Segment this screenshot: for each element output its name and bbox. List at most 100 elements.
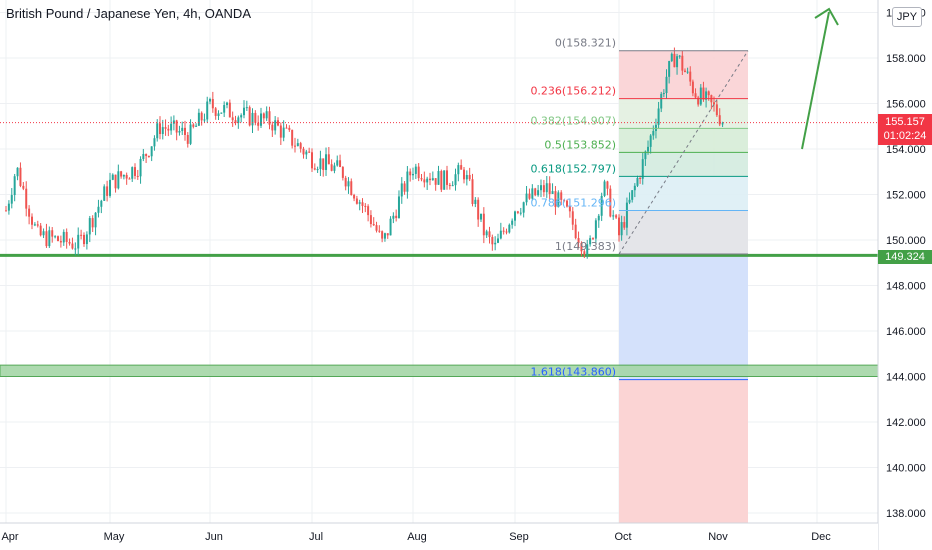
candle-body — [45, 231, 48, 247]
candle-body — [571, 211, 574, 225]
candle-body — [319, 158, 322, 170]
candle-body — [502, 230, 505, 232]
candle-body — [336, 160, 339, 166]
candle-body — [106, 186, 109, 196]
candle-body — [228, 102, 231, 118]
candle-body — [397, 196, 400, 219]
price-tick-label: 148.000 — [886, 281, 926, 293]
candle-body — [597, 215, 600, 221]
candle-body — [443, 170, 446, 190]
candle-body — [429, 178, 431, 181]
candle-body — [206, 101, 209, 120]
time-tick-label: Jul — [309, 531, 323, 543]
candle-body — [631, 190, 634, 200]
price-tick-label: 144.000 — [886, 372, 926, 384]
fib-level-label: 1.618(143.860) — [530, 366, 616, 379]
candle-body — [412, 173, 414, 176]
candle-body — [718, 115, 721, 125]
candle-body — [170, 123, 173, 131]
candle-body — [97, 206, 100, 213]
candle-body — [150, 146, 153, 157]
candle-body — [665, 76, 668, 94]
price-scale[interactable]: 160.000158.000156.000154.000152.000150.0… — [877, 0, 932, 550]
candle-body — [109, 179, 111, 196]
candle-body — [528, 193, 531, 199]
fib-level-label: 0(158.321) — [555, 37, 616, 50]
candle-body — [231, 117, 234, 121]
candle-body — [103, 186, 106, 201]
candle-body — [420, 178, 423, 180]
candle-body — [580, 242, 583, 252]
price-tick-label: 158.000 — [886, 53, 926, 65]
price-tick-label: 150.000 — [886, 235, 926, 247]
candle-body — [248, 107, 251, 126]
candle-body — [302, 148, 305, 155]
candlestick-series — [5, 47, 724, 259]
candle-body — [592, 238, 594, 240]
candle-body — [673, 53, 676, 68]
candle-body — [68, 241, 71, 244]
candle-body — [600, 195, 603, 216]
candle-body — [122, 174, 125, 177]
candle-body — [660, 93, 663, 109]
candle-body — [80, 234, 83, 236]
candle-body — [128, 178, 131, 180]
candle-body — [22, 185, 25, 189]
candle-body — [557, 192, 560, 208]
candle-body — [277, 120, 279, 126]
candle-body — [519, 212, 522, 214]
current-price-value: 155.157 — [885, 116, 925, 128]
candle-body — [268, 111, 271, 125]
candle-body — [91, 218, 94, 228]
candle-body — [347, 181, 350, 187]
candle-body — [344, 177, 347, 187]
candle-body — [257, 122, 260, 126]
candle-body — [234, 120, 237, 124]
candle-body — [341, 167, 344, 178]
candle-body — [42, 231, 45, 236]
candle-body — [381, 231, 384, 239]
candle-body — [54, 236, 57, 238]
candle-body — [327, 154, 330, 165]
candle-body — [291, 129, 294, 146]
support-price-tag: 149.324 — [878, 250, 932, 264]
candle-body — [139, 158, 142, 177]
candle-body — [223, 105, 226, 113]
candle-body — [568, 206, 571, 212]
candle-body — [31, 216, 33, 225]
candle-body — [636, 177, 639, 186]
candle-body — [670, 53, 673, 62]
candle-body — [434, 178, 437, 185]
candle-body — [488, 231, 491, 237]
time-axis[interactable]: Apr May Jun Jul Aug Sep Oct Nov Dec — [0, 522, 878, 550]
candle-body — [431, 178, 434, 181]
price-tick-label: 152.000 — [886, 190, 926, 202]
candle-body — [480, 213, 482, 220]
currency-badge[interactable]: JPY — [892, 7, 922, 27]
candle-body — [85, 234, 88, 245]
candle-body — [702, 87, 705, 100]
candle-body — [330, 164, 333, 171]
candle-body — [639, 177, 642, 179]
candle-body — [594, 220, 597, 239]
candle-body — [383, 233, 386, 239]
candle-body — [214, 108, 217, 116]
candle-body — [676, 56, 679, 68]
candle-body — [463, 169, 465, 180]
candle-body — [721, 123, 724, 125]
projection-arrow-line — [801, 11, 830, 150]
candle-body — [71, 243, 74, 249]
candle-body — [325, 154, 328, 170]
candle-body — [211, 99, 214, 109]
candle-body — [322, 158, 325, 170]
candle-body — [167, 128, 170, 131]
candle-body — [525, 193, 528, 203]
candle-body — [697, 97, 700, 105]
candle-body — [647, 146, 650, 152]
candle-body — [713, 102, 715, 105]
price-tick-label: 142.000 — [886, 417, 926, 429]
fib-zone — [619, 210, 748, 255]
candle-body — [136, 175, 139, 177]
candle-body — [406, 171, 409, 192]
